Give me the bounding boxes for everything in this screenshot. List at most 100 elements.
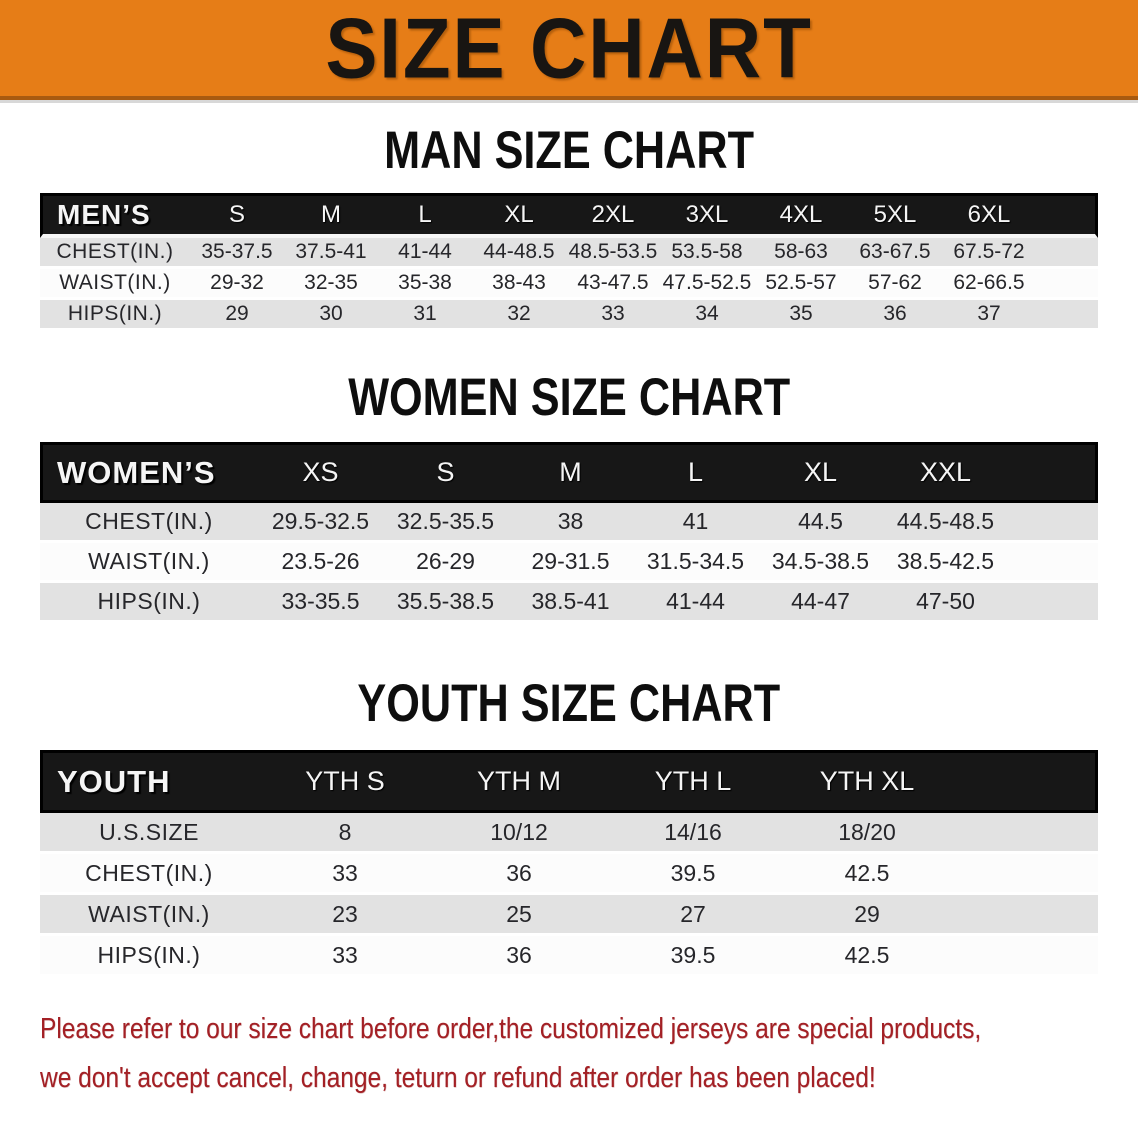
row-spacer [954, 813, 1098, 854]
size-cell: 34 [660, 300, 754, 331]
size-cell: 42.5 [780, 936, 954, 977]
size-column-header: M [284, 193, 378, 238]
size-cell: 14/16 [606, 813, 780, 854]
size-cell: 63-67.5 [848, 238, 942, 269]
size-cell: 44-48.5 [472, 238, 566, 269]
size-column-header: XL [758, 442, 883, 503]
size-cell: 10/12 [432, 813, 606, 854]
youth-heading-text: YOUTH SIZE CHART [357, 672, 781, 733]
youth-waist-row: WAIST(IN.) 23 25 27 29 [40, 895, 1098, 936]
size-column-header: 3XL [660, 193, 754, 238]
size-cell: 29 [190, 300, 284, 331]
size-cell: 41-44 [378, 238, 472, 269]
youth-ussize-row: U.S.SIZE 8 10/12 14/16 18/20 [40, 813, 1098, 854]
size-cell: 67.5-72 [942, 238, 1036, 269]
row-spacer [1036, 238, 1098, 269]
row-label: HIPS(IN.) [40, 936, 258, 977]
men-chest-row: CHEST(IN.) 35-37.5 37.5-41 41-44 44-48.5… [40, 238, 1098, 269]
size-cell: 31.5-34.5 [633, 543, 758, 583]
size-column-header: XL [472, 193, 566, 238]
size-cell: 34.5-38.5 [758, 543, 883, 583]
size-column-header: 5XL [848, 193, 942, 238]
youth-hips-row: HIPS(IN.) 33 36 39.5 42.5 [40, 936, 1098, 977]
size-cell: 36 [848, 300, 942, 331]
men-section-heading: MAN SIZE CHART [0, 120, 1138, 179]
men-table-title: MEN’S [40, 193, 190, 238]
women-section-heading: WOMEN SIZE CHART [0, 367, 1138, 426]
header-spacer [954, 750, 1098, 813]
size-cell: 26-29 [383, 543, 508, 583]
size-cell: 18/20 [780, 813, 954, 854]
row-spacer [1008, 543, 1098, 583]
row-label: HIPS(IN.) [40, 583, 258, 623]
row-spacer [954, 936, 1098, 977]
size-cell: 44.5-48.5 [883, 503, 1008, 543]
youth-chest-row: CHEST(IN.) 33 36 39.5 42.5 [40, 854, 1098, 895]
size-cell: 29-31.5 [508, 543, 633, 583]
youth-table-title: YOUTH [40, 750, 258, 813]
size-column-header: YTH L [606, 750, 780, 813]
header-spacer [1036, 193, 1098, 238]
size-column-header: M [508, 442, 633, 503]
size-column-header: XXL [883, 442, 1008, 503]
size-cell: 41 [633, 503, 758, 543]
women-table-title: WOMEN’S [40, 442, 258, 503]
size-cell: 38.5-41 [508, 583, 633, 623]
row-label: HIPS(IN.) [40, 300, 190, 331]
size-cell: 47-50 [883, 583, 1008, 623]
size-cell: 33 [258, 936, 432, 977]
size-cell: 37 [942, 300, 1036, 331]
size-cell: 38.5-42.5 [883, 543, 1008, 583]
size-cell: 44-47 [758, 583, 883, 623]
size-cell: 37.5-41 [284, 238, 378, 269]
size-cell: 41-44 [633, 583, 758, 623]
size-cell: 33 [566, 300, 660, 331]
size-cell: 38-43 [472, 269, 566, 300]
size-cell: 33-35.5 [258, 583, 383, 623]
size-cell: 39.5 [606, 936, 780, 977]
size-cell: 8 [258, 813, 432, 854]
banner-title: SIZE CHART [325, 0, 813, 96]
size-cell: 62-66.5 [942, 269, 1036, 300]
women-table-header-row: WOMEN’S XS S M L XL XXL [40, 442, 1098, 503]
size-column-header: L [633, 442, 758, 503]
disclaimer-note: Please refer to our size chart before or… [40, 1005, 1138, 1103]
size-cell: 29.5-32.5 [258, 503, 383, 543]
row-spacer [1008, 583, 1098, 623]
row-spacer [1036, 300, 1098, 331]
row-label: U.S.SIZE [40, 813, 258, 854]
size-cell: 35.5-38.5 [383, 583, 508, 623]
row-label: WAIST(IN.) [40, 895, 258, 936]
size-column-header: YTH XL [780, 750, 954, 813]
size-chart-banner: SIZE CHART [0, 0, 1138, 100]
men-size-table: MEN’S S M L XL 2XL 3XL 4XL 5XL 6XL CHEST… [40, 193, 1098, 331]
size-cell: 25 [432, 895, 606, 936]
men-table-header-row: MEN’S S M L XL 2XL 3XL 4XL 5XL 6XL [40, 193, 1098, 238]
size-cell: 38 [508, 503, 633, 543]
size-cell: 29 [780, 895, 954, 936]
row-spacer [954, 895, 1098, 936]
size-cell: 31 [378, 300, 472, 331]
size-cell: 32-35 [284, 269, 378, 300]
size-cell: 48.5-53.5 [566, 238, 660, 269]
size-cell: 32 [472, 300, 566, 331]
disclaimer-line-2: we don't accept cancel, change, teturn o… [40, 1062, 876, 1094]
size-cell: 30 [284, 300, 378, 331]
size-cell: 29-32 [190, 269, 284, 300]
size-column-header: 4XL [754, 193, 848, 238]
size-cell: 35-37.5 [190, 238, 284, 269]
size-column-header: S [383, 442, 508, 503]
size-column-header: 2XL [566, 193, 660, 238]
size-column-header: XS [258, 442, 383, 503]
size-column-header: S [190, 193, 284, 238]
size-cell: 32.5-35.5 [383, 503, 508, 543]
youth-section-heading: YOUTH SIZE CHART [0, 673, 1138, 732]
size-cell: 36 [432, 854, 606, 895]
size-cell: 35 [754, 300, 848, 331]
size-cell: 44.5 [758, 503, 883, 543]
row-label: CHEST(IN.) [40, 854, 258, 895]
size-cell: 23.5-26 [258, 543, 383, 583]
row-label: CHEST(IN.) [40, 503, 258, 543]
men-hips-row: HIPS(IN.) 29 30 31 32 33 34 35 36 37 [40, 300, 1098, 331]
header-spacer [1008, 442, 1098, 503]
